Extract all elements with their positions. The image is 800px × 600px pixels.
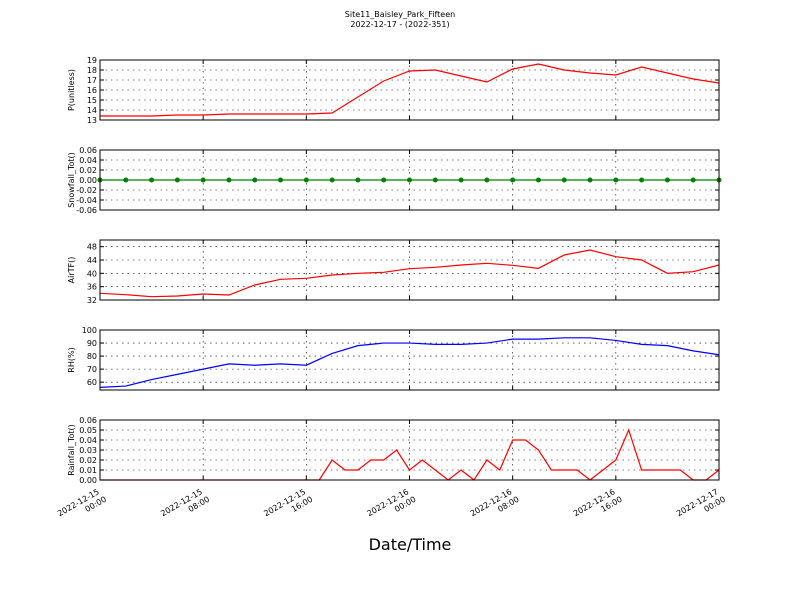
data-point [226, 177, 232, 183]
y-tick-label: 18 [87, 66, 97, 75]
data-point [561, 177, 567, 183]
axes-frame [99, 419, 720, 481]
axes-frame [99, 239, 720, 301]
y-tick-label: 90 [87, 339, 97, 348]
x-tick-label: 2022-12-16 08:00 [469, 486, 521, 527]
y-axis-label: Snowfall_Tot() [67, 152, 76, 208]
axes-frame [99, 149, 720, 211]
data-point [510, 177, 516, 183]
y-tick-label: 0.06 [79, 416, 97, 425]
data-line [99, 337, 720, 388]
y-tick-label: 100 [82, 326, 97, 335]
data-point [303, 177, 309, 183]
data-point [381, 177, 387, 183]
y-tick-label: 70 [87, 365, 97, 374]
x-axis-label: Date/Time [369, 535, 452, 554]
data-point [587, 177, 593, 183]
data-point [535, 177, 541, 183]
data-point [329, 177, 335, 183]
y-tick-label: -0.04 [76, 196, 97, 205]
data-point [149, 177, 155, 183]
y-tick-label: 0.04 [79, 436, 97, 445]
y-tick-label: 0.05 [79, 426, 97, 435]
y-tick-label: 0.00 [79, 476, 97, 485]
y-axis-label: P(unitless) [67, 69, 76, 111]
data-point [123, 177, 129, 183]
y-tick-label: 0.00 [79, 176, 97, 185]
data-point [355, 177, 361, 183]
chart-title: Site11_Baisley_Park_Fifteen [345, 10, 455, 19]
y-tick-label: 16 [87, 86, 97, 95]
y-tick-label: 32 [87, 296, 97, 305]
y-tick-label: 0.06 [79, 146, 97, 155]
data-point [432, 177, 438, 183]
x-tick-label: 2022-12-17 00:00 [675, 486, 727, 527]
x-tick-label: 2022-12-15 16:00 [262, 486, 314, 527]
x-tick-label: 2022-12-15 00:00 [56, 486, 108, 527]
axes-frame [99, 329, 720, 391]
axes-frame [99, 59, 720, 121]
data-point [200, 177, 206, 183]
x-tick-label: 2022-12-15 08:00 [159, 486, 211, 527]
data-line [99, 249, 720, 298]
y-tick-label: 44 [87, 256, 97, 265]
y-tick-label: 0.04 [79, 156, 97, 165]
data-point [278, 177, 284, 183]
data-line [100, 63, 720, 117]
data-point [458, 177, 464, 183]
data-point [174, 177, 180, 183]
y-tick-label: 36 [87, 283, 97, 292]
y-tick-label: 0.01 [79, 466, 97, 475]
data-point [252, 177, 258, 183]
y-axis-label: Rainfall_Tot() [67, 424, 76, 476]
y-tick-label: 0.02 [79, 166, 97, 175]
y-tick-label: 0.03 [79, 446, 97, 455]
y-tick-label: 14 [87, 106, 97, 115]
y-tick-label: 13 [87, 116, 97, 125]
y-tick-label: 48 [87, 243, 97, 252]
y-tick-label: 80 [87, 352, 97, 361]
data-point [613, 177, 619, 183]
y-tick-label: 17 [87, 76, 97, 85]
y-axis-label: RH(%) [67, 347, 76, 372]
y-tick-label: 19 [87, 56, 97, 65]
y-tick-label: 60 [87, 378, 97, 387]
data-point [407, 177, 412, 183]
x-tick-label: 2022-12-16 00:00 [366, 486, 418, 527]
y-tick-label: -0.06 [76, 206, 97, 215]
data-point [690, 177, 696, 183]
y-tick-label: 15 [87, 96, 97, 105]
data-point [639, 177, 645, 183]
y-axis-label: AirTF() [67, 257, 76, 284]
y-tick-label: -0.02 [76, 186, 97, 195]
y-tick-label: 40 [87, 269, 97, 278]
data-point [664, 177, 670, 183]
x-tick-label: 2022-12-16 16:00 [572, 486, 624, 527]
y-tick-label: 0.02 [79, 456, 97, 465]
chart-subtitle: 2022-12-17 - (2022-351) [350, 20, 449, 29]
data-point [484, 177, 490, 183]
